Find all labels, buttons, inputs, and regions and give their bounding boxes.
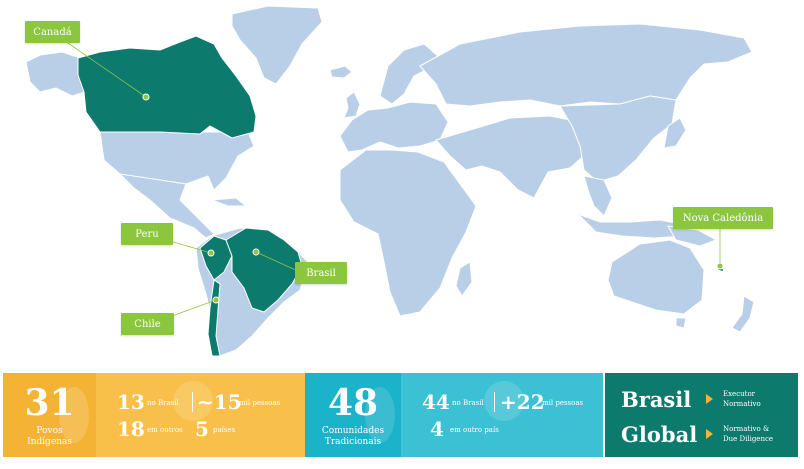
traditional-total-block: 48 Comunidades Tradicionais <box>305 373 401 457</box>
brasil-connector <box>255 251 301 273</box>
traditional-detail-block: 44 no Brasil +22 mil pessoas 4 em outro … <box>408 373 603 457</box>
world-map <box>25 5 755 357</box>
cuba <box>211 197 247 207</box>
canada-shape <box>77 35 257 139</box>
japan <box>663 117 687 149</box>
traditional-brasil-text: no Brasil <box>452 399 484 407</box>
decor-shape <box>484 381 524 421</box>
new-guinea <box>667 225 717 247</box>
greenland <box>231 5 323 85</box>
africa <box>339 149 477 317</box>
scope-brasil-role-2: Normativo <box>723 400 761 408</box>
indigenous-label-2: Indígenas <box>27 437 72 447</box>
decor-shape <box>59 387 89 443</box>
scope-global-role-1: Normativo & <box>723 425 770 433</box>
peru-label: Peru <box>121 223 173 245</box>
traditional-people-count: +22 <box>500 390 545 414</box>
traditional-other-text: em outro país <box>450 426 499 434</box>
asia-east <box>559 95 677 183</box>
scope-brasil-label: Brasil <box>621 387 692 412</box>
alaska <box>25 51 86 97</box>
nova-caledonia-marker <box>716 262 724 270</box>
peru-marker <box>207 249 215 257</box>
iceland <box>329 65 353 79</box>
scope-brasil-role-1: Executor <box>723 390 756 398</box>
traditional-panel: 48 Comunidades Tradicionais 44 no Brasil… <box>305 373 603 457</box>
brasil-marker <box>252 248 260 256</box>
traditional-other-count: 4 <box>430 417 444 441</box>
indigenous-brasil-text: no Brasil <box>147 399 179 407</box>
indigenous-other-count: 18 <box>117 417 145 441</box>
decor-shape <box>173 381 213 421</box>
traditional-label-2: Tradicionais <box>324 437 382 447</box>
indigenous-countries-count: 5 <box>195 417 209 441</box>
chile-label: Chile <box>121 313 174 335</box>
separator <box>494 392 495 412</box>
scope-global-role-2: Due Diligence <box>723 435 774 443</box>
indigenous-total-block: 31 Povos Indígenas <box>3 373 96 457</box>
scope-global-label: Global <box>621 422 698 447</box>
australia <box>607 239 705 315</box>
chile-marker <box>212 296 220 304</box>
traditional-brasil-count: 44 <box>422 390 450 414</box>
uk <box>343 91 361 119</box>
scope-panel: Brasil Executor Normativo Global Normati… <box>605 373 798 457</box>
brasil-arrow-icon <box>706 394 713 404</box>
indigenous-total: 31 <box>24 382 75 424</box>
indigenous-label-1: Povos <box>36 426 63 436</box>
indigenous-other-text: em outros <box>147 426 183 434</box>
indigenous-people-count: ~15 <box>197 390 242 414</box>
nova-caledonia-label: Nova Caledônia <box>673 207 773 229</box>
canada-marker <box>142 93 150 101</box>
asia-west <box>435 115 591 199</box>
southeast-asia <box>583 175 613 217</box>
tasmania <box>675 317 687 329</box>
indigenous-countries-text: países <box>213 426 236 434</box>
decor-shape <box>365 387 395 443</box>
canada-label: Canadá <box>25 21 80 43</box>
separator <box>192 392 193 412</box>
madagascar <box>455 261 473 297</box>
europe <box>339 101 449 153</box>
traditional-label-1: Comunidades <box>321 426 385 436</box>
usa <box>99 131 255 191</box>
mexico <box>119 173 215 239</box>
global-arrow-icon <box>706 429 713 439</box>
brasil-shape <box>225 227 303 313</box>
peru-shape <box>199 235 233 281</box>
indigenous-brasil-count: 13 <box>117 390 145 414</box>
indigenous-detail-block: 13 no Brasil ~15 mil pessoas 18 em outro… <box>103 373 305 457</box>
traditional-total: 48 <box>327 382 379 424</box>
new-zealand <box>731 295 755 333</box>
russia <box>419 23 753 107</box>
brasil-label: Brasil <box>295 262 347 284</box>
indigenous-people-text: mil pessoas <box>239 399 281 407</box>
traditional-people-text: mil pessoas <box>542 399 584 407</box>
indigenous-panel: 31 Povos Indígenas 13 no Brasil ~15 mil … <box>3 373 305 457</box>
